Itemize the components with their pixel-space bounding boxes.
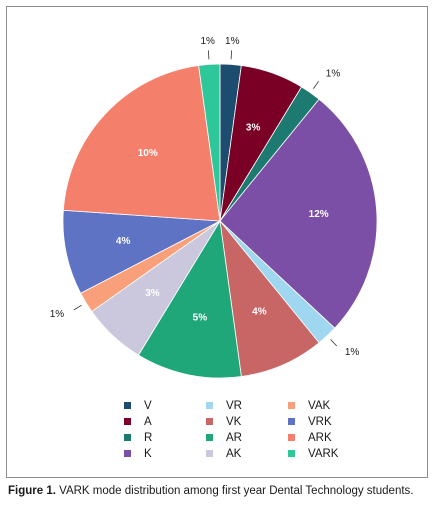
legend-item-k: K <box>124 447 206 460</box>
slice-label-vark: 1% <box>200 36 215 47</box>
legend-swatch-a <box>124 418 131 425</box>
legend-item-vark: VARK <box>288 447 378 460</box>
legend-label-vak: VAK <box>308 399 331 412</box>
legend-label-ark: ARK <box>308 431 332 444</box>
legend-label-vark: VARK <box>308 447 339 460</box>
legend-swatch-k <box>124 450 131 457</box>
slice-label-r: 1% <box>326 69 341 80</box>
legend-swatch-ark <box>288 434 295 441</box>
legend-label-vr: VR <box>226 399 242 412</box>
slice-label-ark: 10% <box>138 148 158 159</box>
legend-label-ak: AK <box>226 447 242 460</box>
legend-swatch-vark <box>288 450 295 457</box>
slice-label-ak: 3% <box>145 288 160 299</box>
leader-line-vak <box>73 304 82 311</box>
leader-line-r <box>313 81 319 89</box>
legend-item-vk: VK <box>206 415 288 428</box>
pie-slice-vark <box>198 63 221 222</box>
slice-label-ar: 5% <box>193 312 208 323</box>
legend-item-r: R <box>124 431 206 444</box>
slice-label-vrk: 4% <box>116 236 131 247</box>
leader-line-v <box>230 50 233 60</box>
pie-slice-vrk <box>62 209 222 294</box>
legend-swatch-vk <box>206 418 213 425</box>
legend-swatch-vrk <box>288 418 295 425</box>
legend-item-vrk: VRK <box>288 415 378 428</box>
legend-item-a: A <box>124 415 206 428</box>
legend-label-ar: AR <box>226 431 242 444</box>
pie-slice-vk <box>219 219 320 377</box>
figure-frame <box>6 6 428 478</box>
pie-chart: 1% 3% 1% 12% 1% 4% 5% 3% 1% 4% 10% 1% <box>50 36 378 379</box>
leader-line-vr <box>330 339 338 347</box>
legend-item-ak: AK <box>206 447 288 460</box>
slice-label-vk: 4% <box>252 306 267 317</box>
slice-label-vr: 1% <box>345 347 360 358</box>
legend-swatch-vr <box>206 402 213 409</box>
legend-label-r: R <box>144 431 153 444</box>
slice-label-k: 12% <box>309 209 329 220</box>
legend-label-v: V <box>144 399 152 412</box>
pie-slice-ar <box>137 219 242 379</box>
chart-legend: V VR VAK A VK VRK R AR ARK K AK VARK <box>124 399 384 460</box>
legend-label-k: K <box>144 447 152 460</box>
legend-item-ar: AR <box>206 431 288 444</box>
legend-item-ark: ARK <box>288 431 378 444</box>
slice-label-vak: 1% <box>50 309 65 320</box>
legend-swatch-v <box>124 402 131 409</box>
legend-swatch-ar <box>206 434 213 441</box>
caption-label: Figure 1. <box>8 485 56 497</box>
legend-item-vr: VR <box>206 399 288 412</box>
slice-label-a: 3% <box>246 122 261 133</box>
pie-slice-k <box>219 98 378 329</box>
pie-slice-ark <box>62 65 221 222</box>
caption-text: VARK mode distribution among first year … <box>55 485 414 497</box>
legend-label-a: A <box>144 415 152 428</box>
figure-caption: Figure 1. VARK mode distribution among f… <box>8 484 428 498</box>
legend-item-vak: VAK <box>288 399 378 412</box>
legend-item-v: V <box>124 399 206 412</box>
slice-label-v: 1% <box>225 36 240 47</box>
legend-label-vk: VK <box>226 415 242 428</box>
legend-label-vrk: VRK <box>308 415 332 428</box>
legend-swatch-vak <box>288 402 295 409</box>
legend-swatch-r <box>124 434 131 441</box>
leader-line-vark <box>207 50 210 60</box>
legend-swatch-ak <box>206 450 213 457</box>
